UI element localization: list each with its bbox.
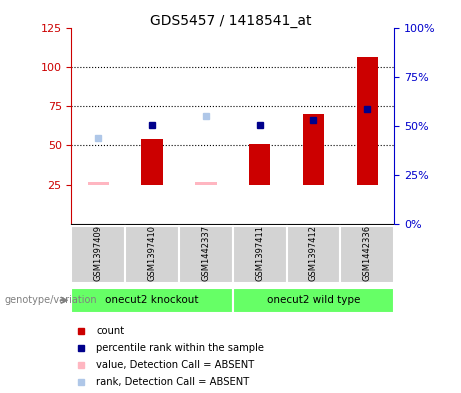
Text: onecut2 wild type: onecut2 wild type [267, 295, 360, 305]
Bar [71, 288, 233, 313]
Bar [125, 226, 179, 283]
Text: value, Detection Call = ABSENT: value, Detection Call = ABSENT [96, 360, 254, 370]
Text: GSM1397410: GSM1397410 [148, 225, 157, 281]
Bar [179, 226, 233, 283]
Text: GSM1442337: GSM1442337 [201, 225, 210, 281]
Bar [233, 226, 287, 283]
Text: GSM1442336: GSM1442336 [363, 225, 372, 281]
Text: percentile rank within the sample: percentile rank within the sample [96, 343, 264, 353]
Text: rank, Detection Call = ABSENT: rank, Detection Call = ABSENT [96, 377, 249, 387]
Text: onecut2 knockout: onecut2 knockout [106, 295, 199, 305]
Bar [88, 182, 109, 185]
Bar [287, 226, 340, 283]
Text: GSM1397409: GSM1397409 [94, 225, 103, 281]
Bar [356, 57, 378, 185]
Text: GDS5457 / 1418541_at: GDS5457 / 1418541_at [150, 14, 311, 28]
Text: GSM1397412: GSM1397412 [309, 225, 318, 281]
Text: count: count [96, 326, 124, 336]
Bar [142, 139, 163, 185]
Text: GSM1397411: GSM1397411 [255, 225, 264, 281]
Bar [195, 182, 217, 185]
Bar [71, 226, 125, 283]
Bar [340, 226, 394, 283]
Bar [303, 114, 324, 185]
Text: genotype/variation: genotype/variation [5, 295, 97, 305]
Bar [249, 144, 271, 185]
Bar [233, 288, 394, 313]
